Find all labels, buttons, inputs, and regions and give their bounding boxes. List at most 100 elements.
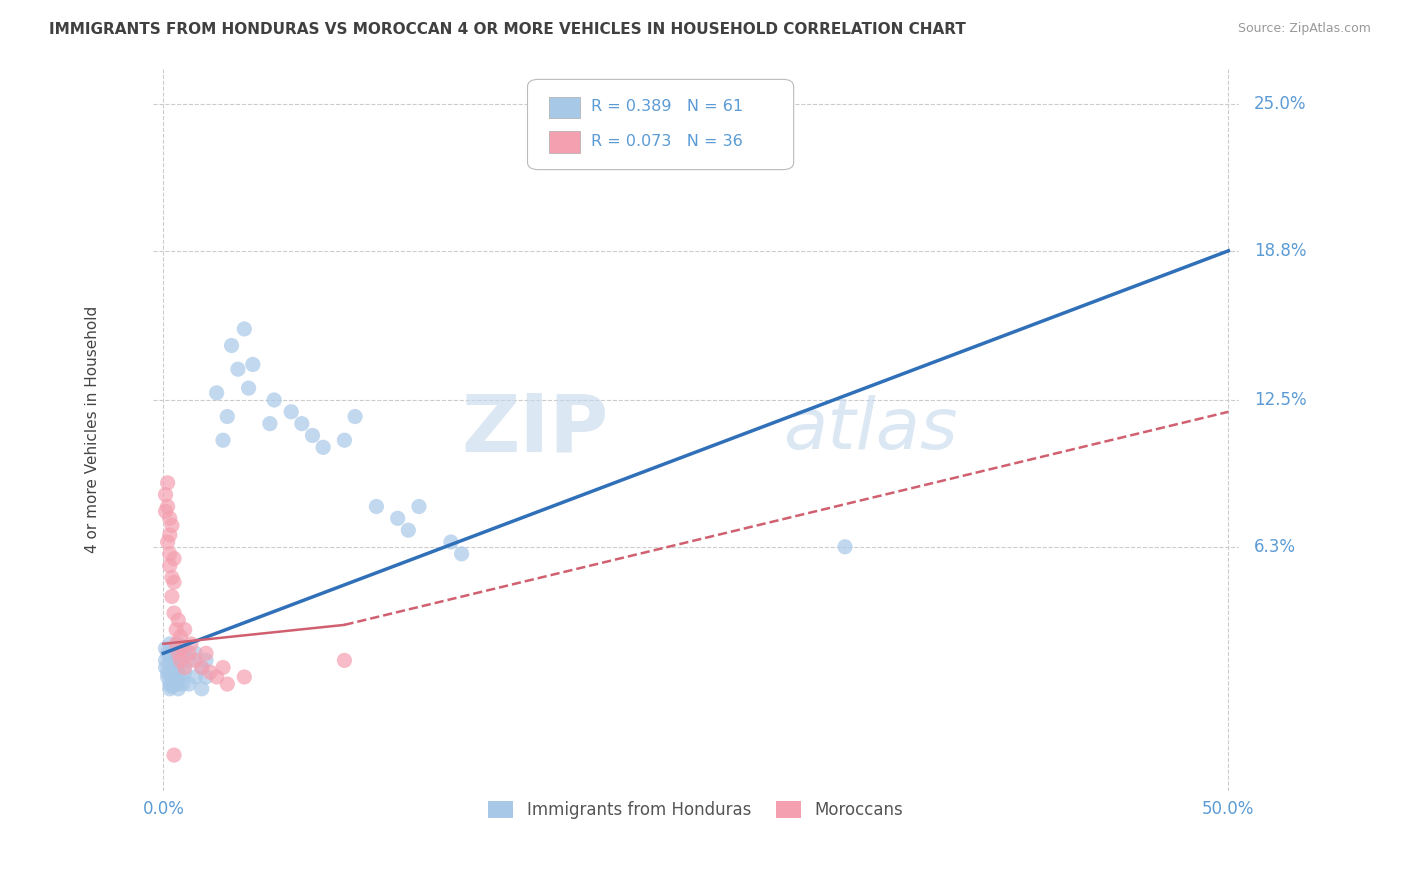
Point bbox=[165, 677, 187, 691]
Legend: Immigrants from Honduras, Moroccans: Immigrants from Honduras, Moroccans bbox=[482, 794, 910, 826]
Point bbox=[159, 511, 181, 525]
Text: 6.3%: 6.3% bbox=[1254, 538, 1296, 556]
Point bbox=[169, 646, 191, 660]
Point bbox=[159, 681, 181, 696]
Point bbox=[160, 646, 183, 660]
Text: 12.5%: 12.5% bbox=[1254, 391, 1306, 409]
Point bbox=[344, 409, 367, 424]
Point bbox=[190, 660, 212, 674]
Text: R = 0.389   N = 61: R = 0.389 N = 61 bbox=[591, 99, 742, 114]
FancyBboxPatch shape bbox=[550, 96, 579, 119]
Point bbox=[259, 417, 281, 431]
Point bbox=[163, 653, 186, 667]
Point bbox=[165, 637, 187, 651]
Point bbox=[177, 653, 200, 667]
Point bbox=[159, 677, 181, 691]
Point bbox=[177, 646, 200, 660]
Point bbox=[155, 653, 177, 667]
Point bbox=[173, 665, 195, 680]
Point bbox=[160, 518, 183, 533]
Point bbox=[155, 504, 177, 518]
Point bbox=[301, 428, 323, 442]
Point bbox=[163, 748, 186, 763]
Point bbox=[190, 660, 212, 674]
Point bbox=[366, 500, 388, 514]
Point bbox=[159, 558, 181, 573]
Point bbox=[163, 665, 186, 680]
Text: IMMIGRANTS FROM HONDURAS VS MOROCCAN 4 OR MORE VEHICLES IN HOUSEHOLD CORRELATION: IMMIGRANTS FROM HONDURAS VS MOROCCAN 4 O… bbox=[49, 22, 966, 37]
FancyBboxPatch shape bbox=[550, 131, 579, 153]
Point bbox=[163, 575, 186, 590]
Point bbox=[291, 417, 314, 431]
Text: 18.8%: 18.8% bbox=[1254, 242, 1306, 260]
Text: 50.0%: 50.0% bbox=[1202, 800, 1254, 818]
Text: R = 0.073   N = 36: R = 0.073 N = 36 bbox=[591, 134, 742, 149]
Point bbox=[172, 641, 194, 656]
Point bbox=[233, 322, 256, 336]
Text: Source: ZipAtlas.com: Source: ZipAtlas.com bbox=[1237, 22, 1371, 36]
Point bbox=[184, 670, 207, 684]
Point bbox=[160, 590, 183, 604]
Point bbox=[190, 681, 212, 696]
Point bbox=[159, 637, 181, 651]
Point bbox=[387, 511, 409, 525]
Point bbox=[212, 434, 235, 448]
Point bbox=[167, 637, 190, 651]
Point bbox=[217, 677, 239, 691]
Point bbox=[834, 540, 856, 554]
Point bbox=[195, 646, 218, 660]
Point bbox=[195, 653, 218, 667]
Point bbox=[163, 606, 186, 620]
Point bbox=[165, 660, 187, 674]
Point bbox=[173, 641, 195, 656]
Point bbox=[160, 660, 183, 674]
Point bbox=[212, 660, 235, 674]
Point bbox=[200, 665, 222, 680]
Point bbox=[173, 623, 195, 637]
Point bbox=[163, 551, 186, 566]
Point bbox=[163, 677, 186, 691]
Point bbox=[180, 637, 202, 651]
Point bbox=[173, 660, 195, 674]
Text: 0.0%: 0.0% bbox=[142, 800, 184, 818]
Point bbox=[205, 385, 228, 400]
Point bbox=[205, 670, 228, 684]
Text: 25.0%: 25.0% bbox=[1254, 95, 1306, 113]
Point bbox=[221, 338, 243, 352]
Point bbox=[156, 475, 179, 490]
Point bbox=[156, 670, 179, 684]
Point bbox=[450, 547, 472, 561]
Point bbox=[167, 681, 190, 696]
Text: ZIP: ZIP bbox=[461, 391, 609, 468]
Point bbox=[177, 677, 200, 691]
Point bbox=[156, 535, 179, 549]
Point bbox=[159, 528, 181, 542]
Text: 4 or more Vehicles in Household: 4 or more Vehicles in Household bbox=[86, 306, 100, 553]
Point bbox=[169, 630, 191, 644]
Point bbox=[333, 434, 356, 448]
Point bbox=[217, 409, 239, 424]
Point bbox=[160, 670, 183, 684]
Point bbox=[440, 535, 463, 549]
Point bbox=[167, 665, 190, 680]
Point bbox=[163, 641, 186, 656]
Point bbox=[312, 440, 335, 454]
FancyBboxPatch shape bbox=[527, 79, 793, 169]
Point bbox=[184, 646, 207, 660]
Point bbox=[156, 665, 179, 680]
Point bbox=[396, 523, 419, 537]
Point bbox=[408, 500, 430, 514]
Point bbox=[159, 653, 181, 667]
Point bbox=[159, 547, 181, 561]
Point bbox=[155, 641, 177, 656]
Point bbox=[280, 405, 302, 419]
Point bbox=[263, 392, 285, 407]
Point bbox=[238, 381, 260, 395]
Point bbox=[184, 653, 207, 667]
Point bbox=[167, 613, 190, 627]
Point bbox=[233, 670, 256, 684]
Text: atlas: atlas bbox=[783, 395, 957, 464]
Point bbox=[169, 670, 191, 684]
Point bbox=[242, 358, 264, 372]
Point bbox=[167, 646, 190, 660]
